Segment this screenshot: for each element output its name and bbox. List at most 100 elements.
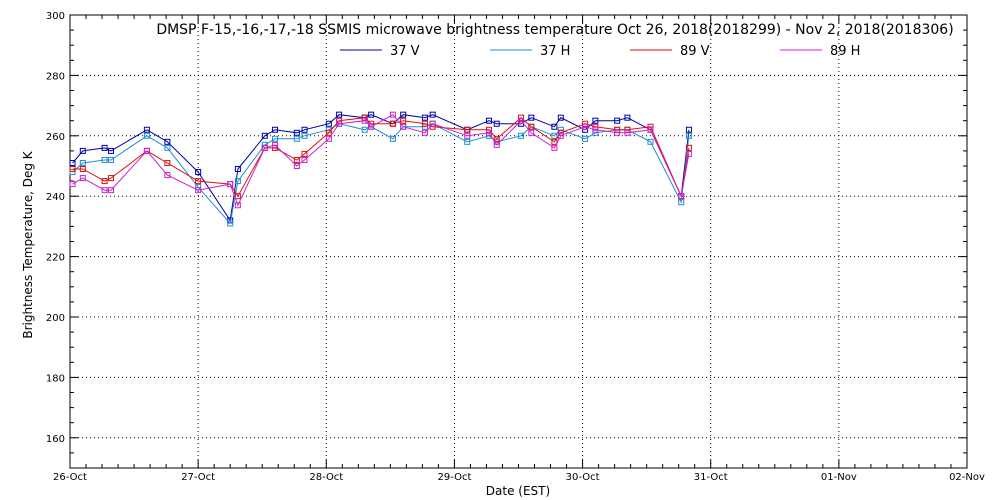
data-point xyxy=(551,138,558,145)
series-group xyxy=(69,111,692,227)
legend-label-37v: 37 V xyxy=(390,44,420,59)
x-tick-label: 31-Oct xyxy=(694,472,728,483)
data-point xyxy=(293,163,300,169)
data-point xyxy=(647,123,654,130)
data-point xyxy=(227,220,234,227)
data-point xyxy=(464,138,471,145)
data-point xyxy=(486,129,493,136)
data-point xyxy=(421,114,428,121)
y-tick-label: 180 xyxy=(46,373,65,384)
data-point xyxy=(69,181,76,188)
data-point xyxy=(69,159,76,166)
plot-frame xyxy=(69,14,968,469)
data-point xyxy=(234,202,241,209)
data-point xyxy=(69,166,76,173)
y-tick-label: 220 xyxy=(46,253,65,264)
data-point xyxy=(493,141,500,148)
data-point xyxy=(400,123,407,130)
data-point xyxy=(685,150,692,157)
data-point xyxy=(108,147,115,154)
data-point xyxy=(464,132,471,139)
data-point xyxy=(551,144,558,151)
data-point xyxy=(261,132,268,139)
data-point xyxy=(69,169,76,176)
data-point xyxy=(79,159,86,166)
x-tick-label: 02-Nov xyxy=(949,472,985,483)
data-point xyxy=(421,120,428,127)
data-point xyxy=(336,111,343,118)
data-point xyxy=(195,187,202,194)
data-point xyxy=(361,126,368,133)
legend-label-89v: 89 V xyxy=(680,44,710,59)
data-point xyxy=(389,135,396,142)
data-point xyxy=(164,172,171,179)
data-point xyxy=(293,135,300,142)
data-point xyxy=(493,135,500,142)
data-point xyxy=(551,132,558,139)
data-point xyxy=(582,123,589,130)
data-point xyxy=(421,123,428,130)
data-point xyxy=(592,117,599,124)
data-point xyxy=(647,126,654,133)
data-point xyxy=(685,126,692,133)
y-tick-label: 300 xyxy=(46,11,65,22)
data-point xyxy=(400,111,407,118)
data-point xyxy=(685,132,692,139)
y-tick-label: 280 xyxy=(46,71,65,82)
data-point xyxy=(614,129,621,136)
data-point xyxy=(293,129,300,136)
data-point xyxy=(582,135,589,142)
legend-label-37h: 37 H xyxy=(540,44,570,59)
data-point xyxy=(143,147,150,154)
data-point xyxy=(272,141,279,148)
data-point xyxy=(685,144,692,151)
data-point xyxy=(261,141,268,148)
data-point xyxy=(108,156,115,163)
data-point xyxy=(614,117,621,124)
chart-title: DMSP F-15,-16,-17,-18 SSMIS microwave br… xyxy=(156,22,953,38)
data-point xyxy=(79,166,86,173)
data-point xyxy=(234,193,241,200)
data-point xyxy=(592,123,599,130)
data-point xyxy=(261,144,268,151)
data-point xyxy=(518,132,525,139)
data-point xyxy=(272,126,279,133)
data-point xyxy=(551,123,558,130)
data-point xyxy=(647,138,654,145)
data-point xyxy=(195,184,202,191)
data-point xyxy=(143,132,150,139)
y-tick-label: 260 xyxy=(46,132,65,143)
data-point xyxy=(272,135,279,142)
legend-label-89h: 89 H xyxy=(830,44,860,59)
data-point xyxy=(101,156,108,163)
x-tick-label: 01-Nov xyxy=(821,472,857,483)
x-tick-label: 26-Oct xyxy=(53,472,87,483)
data-point xyxy=(557,126,564,133)
data-point xyxy=(592,126,599,133)
axis-ticks: 26-Oct 27-Oct 28-Oct 29-Oct 30-Oct 31-Oct 01-N… xyxy=(46,11,985,483)
grid xyxy=(70,15,967,468)
data-point xyxy=(301,156,308,163)
data-point xyxy=(614,126,621,133)
data-point xyxy=(429,120,436,127)
series-line-89v xyxy=(72,117,690,198)
x-tick-label: 30-Oct xyxy=(566,472,600,483)
data-point xyxy=(234,178,241,185)
legend: 37 V 37 H 89 V 89 H xyxy=(340,44,860,59)
x-axis-label: Date (EST) xyxy=(486,484,550,498)
data-point xyxy=(624,114,631,121)
y-tick-label: 160 xyxy=(46,434,65,445)
series-line-89h xyxy=(72,114,690,207)
data-point xyxy=(678,193,685,200)
y-axis-label: Brightness Temperature, Deg K xyxy=(21,150,35,338)
data-point xyxy=(624,126,631,133)
x-tick-label: 27-Oct xyxy=(181,472,215,483)
data-point xyxy=(293,156,300,163)
x-tick-label: 28-Oct xyxy=(309,472,343,483)
data-point xyxy=(79,147,86,154)
x-tick-label: 29-Oct xyxy=(437,472,471,483)
data-point xyxy=(528,123,535,130)
data-point xyxy=(336,120,343,127)
data-point xyxy=(368,111,375,118)
